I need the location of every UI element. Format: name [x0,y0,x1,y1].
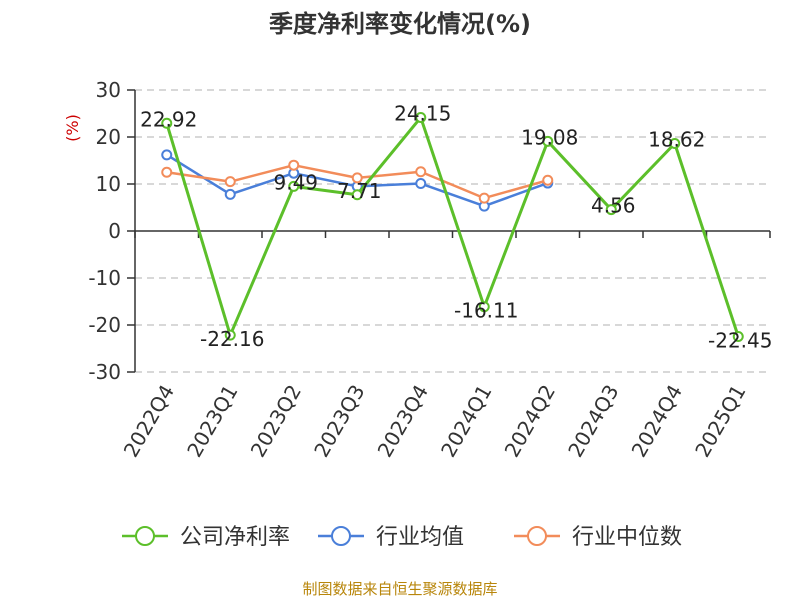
data-point [161,166,173,178]
legend-label: 公司净利率 [180,525,290,550]
y-tick-label: 0 [108,219,121,243]
data-point [224,188,236,200]
x-tick-label: 2024Q2 [500,381,560,462]
x-tick-label: 2024Q4 [627,381,687,462]
data-point [351,189,363,201]
data-point [351,172,363,184]
y-axis-label: (%) [63,114,82,142]
x-tick-label: 2024Q3 [563,381,623,462]
data-point [224,329,236,341]
y-tick-label: -30 [88,360,121,384]
grid [135,89,770,373]
data-label: 22.92 [140,107,197,131]
legend-label: 行业中位数 [572,525,682,550]
data-label: -22.16 [200,327,264,351]
y-tick-label: 20 [96,125,121,149]
legend-label: 行业均值 [376,525,464,550]
data-point [478,301,490,313]
x-tick-label: 2023Q3 [309,381,369,462]
legend-marker [331,526,351,546]
x-tick-label: 2024Q1 [436,381,496,462]
data-label: 24.15 [394,101,451,125]
data-point [669,137,681,149]
y-tick-label: -10 [88,266,121,290]
y-tick-label: -20 [88,313,121,337]
data-point [542,135,554,147]
data-label: 18.62 [648,127,705,151]
data-label: -16.11 [454,299,518,323]
legend-marker [135,526,155,546]
data-point [288,159,300,171]
data-label: 7.71 [337,179,382,203]
x-tick-label: 2025Q1 [690,381,750,462]
data-point [732,331,744,343]
data-label: 9.49 [273,170,318,194]
data-label: 19.08 [521,125,578,149]
data-point [542,174,554,186]
x-tick-label: 2023Q1 [182,381,242,462]
data-label: -22.45 [708,329,772,353]
data-point [415,178,427,190]
data-point [161,117,173,129]
series [161,111,744,343]
y-tick-label: 30 [96,78,121,102]
data-point [415,166,427,178]
x-tick-label: 2022Q4 [119,381,179,462]
source-note: 制图数据来自恒生聚源数据库 [302,580,497,598]
data-point [415,111,427,123]
data-point [224,176,236,188]
data-point [478,192,490,204]
data-point [161,149,173,161]
x-tick-label: 2023Q4 [373,381,433,462]
legend: 公司净利率 行业均值 行业中位数 [122,525,682,550]
series-line [165,115,740,337]
data-point [605,204,617,216]
legend-marker [527,526,547,546]
data-label: 4.56 [591,194,636,218]
x-tick-label: 2023Q2 [246,381,306,462]
y-tick-label: 10 [96,172,121,196]
chart-title: 季度净利率变化情况(%) [269,10,531,38]
data-point [288,180,300,192]
data-labels: 22.92 -22.16 9.49 7.71 24.15 -16.11 19.08 4.56 1… [140,101,772,352]
